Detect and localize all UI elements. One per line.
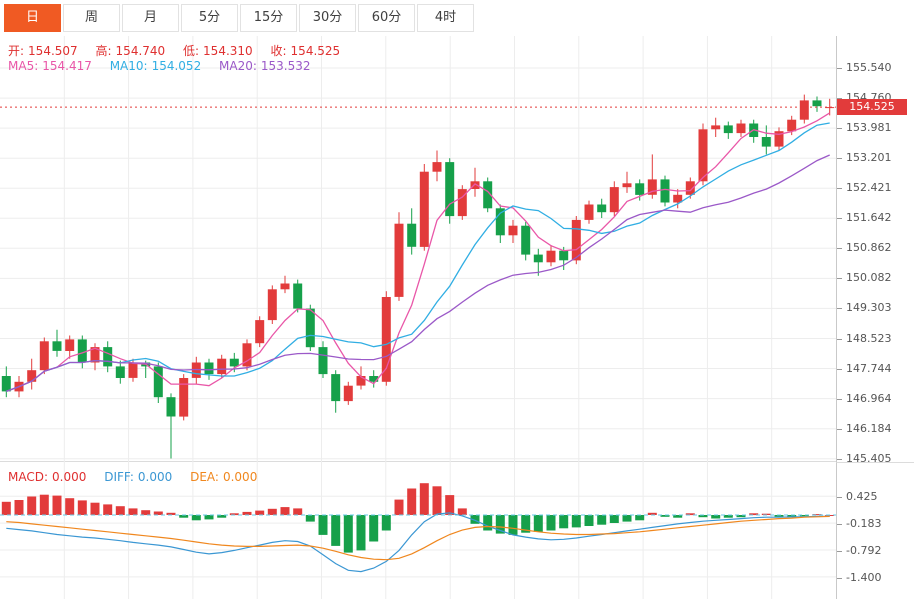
macd-chart[interactable]: [0, 462, 836, 599]
price-tick-label: 153.981: [837, 121, 892, 134]
macd-tick-label: -0.792: [837, 544, 881, 557]
macd-tick-label: -1.400: [837, 571, 881, 584]
tab-15min[interactable]: 15分: [240, 4, 297, 32]
price-tick-label: 146.184: [837, 422, 892, 435]
tab-week[interactable]: 周: [63, 4, 120, 32]
tab-30min[interactable]: 30分: [299, 4, 356, 32]
price-tick-label: 153.201: [837, 151, 892, 164]
tab-day[interactable]: 日: [4, 4, 61, 32]
macd-panel: MACD: 0.000 DIFF: 0.000 DEA: 0.000: [0, 462, 836, 599]
price-tick-label: 150.862: [837, 241, 892, 254]
price-tick-label: 152.421: [837, 181, 892, 194]
price-tick-label: 155.540: [837, 61, 892, 74]
timeframe-toolbar: 日 周 月 5分 15分 30分 60分 4时: [0, 0, 914, 36]
price-tick-label: 151.642: [837, 211, 892, 224]
tab-5min[interactable]: 5分: [181, 4, 238, 32]
tab-4hour[interactable]: 4时: [417, 4, 474, 32]
macd-axis: 0.425 -0.183 -0.792 -1.400: [836, 462, 914, 599]
price-tick-label: 145.405: [837, 452, 892, 465]
candlestick-chart[interactable]: [0, 36, 836, 462]
price-tick-label: 146.964: [837, 392, 892, 405]
price-tick-label: 147.744: [837, 362, 892, 375]
price-tick-label: 150.082: [837, 271, 892, 284]
macd-tick-label: 0.425: [837, 490, 878, 503]
macd-tick-label: -0.183: [837, 517, 881, 530]
price-tick-label: 148.523: [837, 332, 892, 345]
current-price-badge: 154.525: [837, 99, 907, 115]
tab-60min[interactable]: 60分: [358, 4, 415, 32]
price-axis: 154.525 155.540 154.760 153.981 153.201 152.…: [836, 36, 914, 465]
price-tick-label: 149.303: [837, 301, 892, 314]
main-chart-panel: 开: 154.507 高: 154.740 低: 154.310 收: 154.525 …: [0, 36, 836, 462]
tab-month[interactable]: 月: [122, 4, 179, 32]
